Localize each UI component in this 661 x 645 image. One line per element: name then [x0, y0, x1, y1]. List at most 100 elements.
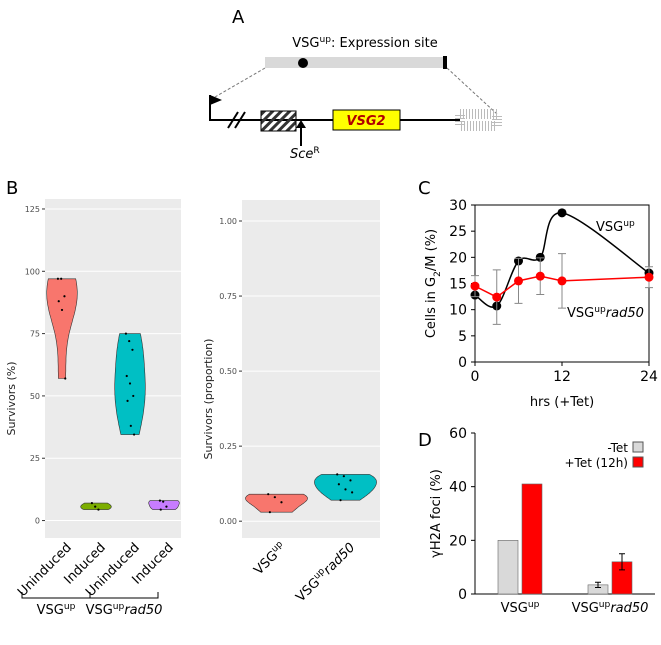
panel-label: D	[418, 430, 432, 451]
text-run: VSG	[86, 603, 113, 618]
y-tick-label: 10	[449, 303, 467, 319]
data-point	[165, 505, 168, 508]
data-point	[344, 488, 347, 491]
data-point	[126, 399, 129, 403]
x-tick-label: Uninduced	[15, 540, 75, 600]
text-run: VSG	[37, 603, 64, 618]
y-tick-label: 20	[449, 250, 467, 266]
group-bracket	[89, 592, 159, 599]
data-point	[94, 505, 97, 508]
data-point	[535, 252, 545, 262]
y-tick-label: 1.00	[219, 217, 237, 226]
text-run: R	[313, 146, 320, 156]
gene-label: VSG2	[346, 114, 385, 129]
data-point	[280, 501, 283, 504]
y-tick-label: 50	[30, 392, 40, 401]
legend-swatch	[632, 441, 644, 453]
group-label: VSGuprad50	[86, 602, 163, 618]
y-axis-title: γH2A foci (%)	[429, 469, 444, 558]
data-point	[162, 500, 165, 503]
y-tick-label: 25	[449, 224, 467, 240]
y-tick-label: 25	[30, 454, 40, 463]
violin	[245, 493, 308, 513]
text-run: up	[319, 35, 331, 45]
panel-label: C	[418, 178, 431, 199]
data-point	[131, 348, 134, 351]
data-point	[342, 475, 345, 478]
hatched-box	[260, 110, 297, 132]
x-tick-label: VSGup	[251, 539, 290, 578]
y-tick-label: 0.75	[219, 292, 237, 301]
data-point	[60, 308, 64, 312]
data-point	[644, 272, 654, 282]
error-bar	[595, 581, 601, 589]
data-point	[60, 277, 63, 280]
text-run: 2	[433, 271, 443, 277]
y-tick-label: 0.50	[219, 367, 237, 376]
text-run: VSG	[596, 220, 623, 235]
data-point	[267, 493, 270, 496]
site-label: VSGup: Expression site	[292, 35, 437, 51]
data-point	[351, 491, 354, 494]
bar	[497, 540, 519, 595]
data-point	[158, 499, 162, 502]
x-tick-label: 24	[640, 369, 658, 385]
x-tick-label: VSGuprad50	[572, 600, 649, 616]
cut-arrowhead	[296, 120, 306, 128]
break-mark	[234, 111, 246, 129]
data-point	[56, 277, 60, 280]
y-tick-label: 15	[449, 277, 467, 293]
text-run: Cells in G	[424, 277, 439, 338]
data-point	[90, 502, 94, 505]
data-point	[339, 499, 342, 502]
error-bar	[619, 553, 625, 571]
text-run: up	[64, 602, 76, 612]
text-run: rad50	[606, 306, 644, 321]
zoom-line	[446, 67, 498, 115]
data-point	[336, 473, 339, 476]
data-point	[492, 292, 502, 302]
text-run: : Expression site	[331, 36, 438, 51]
bar	[521, 483, 543, 595]
data-point	[57, 300, 60, 303]
y-tick-label: 100	[25, 267, 40, 276]
data-point	[470, 281, 480, 291]
data-point	[64, 377, 67, 380]
data-point	[349, 479, 352, 482]
y-tick-label: 125	[25, 205, 40, 214]
data-point	[128, 382, 132, 385]
text-run: rad50	[124, 603, 162, 618]
y-tick-label: 0	[458, 587, 467, 603]
y-tick-label: 5	[458, 329, 467, 345]
y-tick-label: 20	[449, 533, 467, 549]
data-point	[273, 496, 276, 499]
data-point	[268, 511, 271, 514]
data-point	[124, 332, 128, 335]
x-tick-label: 0	[471, 369, 480, 385]
text-run: up	[599, 600, 611, 610]
data-point	[514, 276, 523, 286]
violin	[314, 474, 377, 501]
zoom-line	[214, 67, 266, 98]
data-point	[557, 208, 567, 218]
text-run: rad50	[610, 601, 648, 616]
data-point	[63, 295, 66, 298]
gene-box	[332, 109, 401, 131]
y-axis-title: Cells in G2/M (%)	[424, 229, 443, 338]
data-point	[129, 424, 132, 427]
telomere-mark	[443, 56, 447, 69]
y-axis-title: Survivors (%)	[5, 361, 18, 435]
panel-label: A	[232, 7, 245, 28]
y-axis-title: Survivors (proportion)	[202, 339, 215, 460]
y-tick-label: 0.25	[219, 442, 237, 451]
panel-label: B	[6, 178, 18, 199]
text-run: up	[528, 600, 540, 610]
text-run: rad50	[321, 540, 359, 578]
series-label: VSGuprad50	[567, 305, 644, 321]
text-run: VSG	[292, 36, 319, 51]
text-run: VSG	[501, 601, 528, 616]
y-tick-label: 75	[30, 330, 40, 339]
y-tick-label: 0.00	[219, 517, 237, 526]
data-point	[128, 339, 131, 343]
